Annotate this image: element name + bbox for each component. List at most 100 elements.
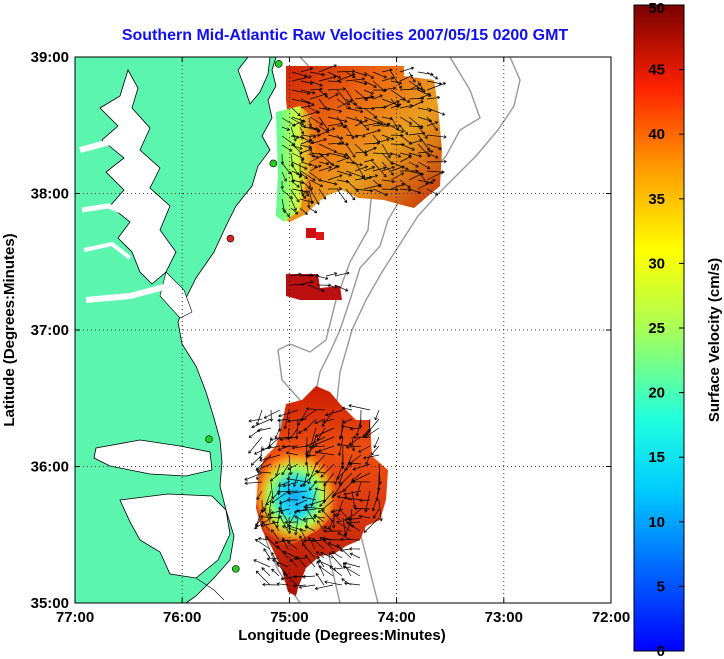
- velocity-arrow: [299, 472, 317, 488]
- velocity-arrow: [399, 116, 413, 125]
- velocity-arrow: [354, 80, 368, 86]
- velocity-arrow: [348, 436, 362, 446]
- velocity-arrow: [346, 520, 361, 525]
- velocity-arrow: [353, 435, 371, 440]
- velocity-arrow: [290, 180, 300, 188]
- velocity-arrow: [272, 559, 289, 568]
- velocity-arrow: [309, 179, 323, 188]
- velocity-arrow: [345, 161, 363, 167]
- velocity-arrow: [344, 517, 362, 522]
- velocity-arrow: [337, 532, 352, 541]
- velocity-arrow: [309, 80, 323, 87]
- velocity-arrow: [288, 454, 293, 476]
- velocity-arrow: [316, 275, 329, 280]
- colorbar-tick-label: 40: [648, 126, 665, 143]
- velocity-arrow: [265, 490, 281, 506]
- velocity-arrow: [315, 551, 325, 559]
- velocity-arrow: [336, 99, 353, 109]
- velocity-arrow: [299, 528, 307, 541]
- velocity-arrow: [327, 542, 343, 550]
- velocity-arrow: [301, 495, 317, 501]
- velocity-arrow: [261, 520, 271, 532]
- velocity-arrow: [345, 77, 365, 82]
- velocity-arrow: [291, 75, 312, 82]
- velocity-arrow: [318, 179, 338, 186]
- y-tick-label: 35:00: [31, 595, 69, 612]
- velocity-arrow: [309, 87, 323, 91]
- y-tick-label: 38:00: [31, 186, 69, 203]
- x-axis-label: Longitude (Degrees:Minutes): [238, 627, 446, 644]
- velocity-arrow: [295, 499, 308, 506]
- velocity-arrow: [291, 445, 308, 450]
- colorbar-tick-label: 25: [648, 320, 665, 337]
- velocity-arrow: [308, 153, 320, 159]
- velocity-arrow: [381, 76, 395, 82]
- velocity-arrow: [309, 116, 324, 126]
- station-marker: [226, 234, 235, 243]
- velocity-arrow: [373, 436, 380, 449]
- velocity-arrow: [248, 427, 263, 438]
- velocity-arrow: [291, 161, 308, 170]
- velocity-arrow: [329, 565, 343, 577]
- velocity-arrow: [408, 161, 419, 168]
- velocity-arrow: [305, 454, 317, 458]
- velocity-arrow: [266, 557, 280, 561]
- velocity-arrow: [314, 436, 335, 446]
- station-marker: [274, 60, 283, 68]
- velocity-arrow: [314, 469, 326, 474]
- velocity-arrow: [334, 284, 349, 292]
- velocity-arrow: [321, 509, 334, 523]
- current-vectors: [244, 64, 447, 591]
- velocity-arrow: [253, 559, 271, 568]
- velocity-arrow: [381, 86, 397, 91]
- velocity-arrow: [363, 128, 381, 136]
- velocity-arrow: [251, 418, 272, 429]
- velocity-arrow: [278, 481, 290, 487]
- velocity-arrow: [390, 125, 404, 133]
- velocity-arrow: [290, 207, 299, 215]
- x-tick-label: 76:00: [163, 609, 201, 626]
- velocity-arrow: [318, 161, 330, 166]
- velocity-arrow: [263, 409, 281, 419]
- x-tick-label: 75:00: [270, 609, 308, 626]
- velocity-arrow: [390, 165, 405, 172]
- colorbar-tick-label: 30: [648, 255, 665, 272]
- velocity-arrow: [378, 499, 383, 522]
- velocity-arrow: [337, 442, 353, 447]
- velocity-arrow: [298, 280, 314, 286]
- velocity-arrow: [344, 517, 353, 537]
- velocity-arrow: [355, 418, 362, 437]
- colorbar-tick-label: 20: [648, 385, 665, 402]
- chesapeake-inlet: [159, 271, 193, 319]
- velocity-arrow: [426, 107, 446, 116]
- velocity-arrow: [288, 525, 307, 532]
- velocity-arrow: [283, 550, 298, 559]
- y-axis-ticks: 39:00 38:00 37:00 36:00 35:00: [31, 49, 611, 612]
- velocity-arrow: [308, 207, 318, 214]
- colorbar: [633, 4, 685, 652]
- velocity-arrow: [363, 107, 378, 119]
- velocity-arrow: [248, 436, 263, 454]
- velocity-arrow: [287, 497, 299, 502]
- velocity-arrow: [312, 538, 325, 550]
- velocity-arrow: [255, 517, 263, 527]
- velocity-arrow: [300, 170, 316, 181]
- colorbar-tick-label: 50: [648, 0, 665, 17]
- velocity-arrow: [354, 165, 368, 172]
- velocity-arrow: [291, 107, 301, 117]
- velocity-arrow: [284, 520, 298, 525]
- velocity-arrow: [390, 71, 402, 89]
- velocity-arrow: [325, 272, 338, 277]
- velocity-arrow: [320, 551, 334, 559]
- velocity-arrow: [299, 189, 307, 199]
- velocity-arrow: [291, 71, 308, 78]
- velocity-arrow: [316, 560, 325, 577]
- velocity-arrow: [324, 580, 343, 586]
- velocity-arrow: [319, 490, 335, 507]
- velocity-arrow: [302, 575, 316, 579]
- station-marker: [232, 565, 240, 573]
- velocity-arrow: [291, 89, 311, 95]
- velocity-arrow: [408, 100, 424, 109]
- velocity-arrow: [343, 495, 362, 501]
- velocity-arrow: [261, 567, 271, 577]
